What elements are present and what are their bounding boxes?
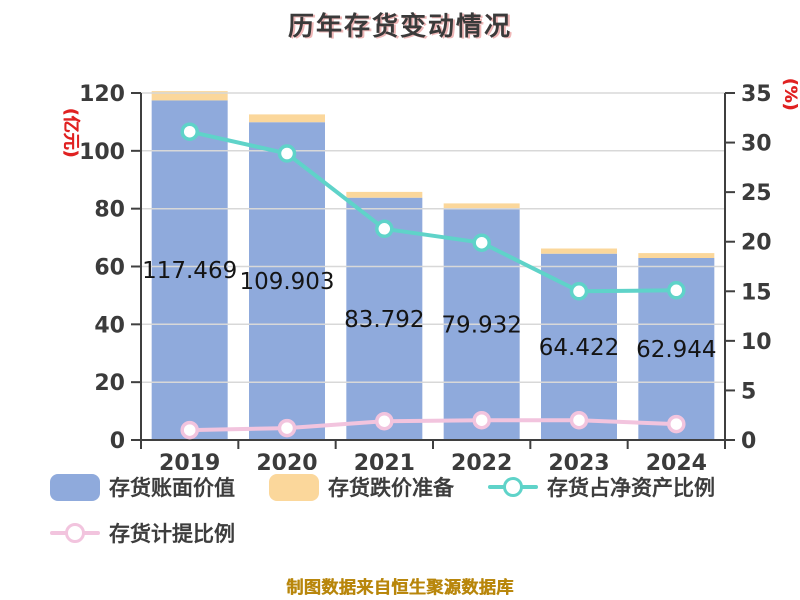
x-axis-label-2022: 2022: [451, 451, 512, 470]
bar-provision-2020[interactable]: [249, 114, 325, 123]
value-label-2021: 83.792: [344, 307, 424, 333]
marker-net-asset-ratio-2024[interactable]: [667, 281, 686, 300]
right-axis-tick-label: 15: [741, 280, 772, 305]
right-axis-tick-label: 0: [741, 429, 756, 454]
bar-book-value-2021[interactable]: [346, 197, 423, 440]
left-axis-tick-label: 40: [94, 313, 125, 338]
axes: [131, 92, 735, 449]
left-axis-tick-label: 80: [94, 198, 125, 223]
value-label-2019: 117.469: [142, 258, 237, 284]
marker-net-asset-ratio-2021[interactable]: [375, 219, 394, 239]
marker-provision-ratio-2019[interactable]: [180, 420, 199, 440]
marker-net-asset-ratio-2023[interactable]: [569, 282, 589, 301]
value-label-2024: 62.944: [636, 337, 716, 363]
line-series-net-asset-ratio: [180, 122, 686, 301]
bar-provision-2022[interactable]: [443, 203, 520, 209]
legend-label: 存货账面价值: [109, 476, 235, 500]
marker-provision-ratio-2021[interactable]: [375, 411, 394, 431]
left-axis-tick-label: 60: [94, 256, 125, 281]
data-source-note: 制图数据来自恒生聚源数据库: [286, 578, 514, 598]
legend-line-marker-icon: [50, 520, 100, 547]
left-axis-tick-label: 100: [79, 140, 125, 165]
legend-swatch-icon: [269, 473, 319, 501]
marker-provision-ratio-2022[interactable]: [472, 410, 491, 430]
marker-provision-ratio-2023[interactable]: [569, 410, 589, 430]
bar-provision-2023[interactable]: [541, 248, 617, 254]
marker-provision-ratio-2020[interactable]: [277, 418, 297, 438]
marker-net-asset-ratio-2020[interactable]: [277, 144, 297, 163]
marker-net-asset-ratio-2019[interactable]: [180, 122, 199, 141]
x-axis-label-2019: 2019: [159, 451, 220, 470]
chart-title: 历年存货变动情况: [287, 12, 512, 42]
legend-item-2[interactable]: 存货占净资产比例: [488, 472, 715, 502]
line-series-provision-ratio: [180, 410, 686, 440]
legend-line-marker-icon: [488, 474, 538, 501]
value-label-2022: 79.932: [441, 312, 521, 338]
x-axis-label-2020: 2020: [256, 451, 317, 470]
left-axis-tick-label: 0: [110, 429, 125, 454]
legend-item-3[interactable]: 存货计提比例: [50, 518, 235, 548]
legend-label: 存货占净资产比例: [547, 476, 715, 500]
bar-provision-2019[interactable]: [151, 91, 228, 101]
right-axis-tick-label: 10: [741, 330, 772, 355]
marker-net-asset-ratio-2022[interactable]: [472, 233, 491, 252]
x-axis-label-2021: 2021: [354, 451, 415, 470]
right-axis-tick-label: 35: [741, 82, 772, 107]
legend-swatch-icon: [50, 473, 100, 501]
gridlines: [141, 92, 725, 383]
marker-provision-ratio-2024[interactable]: [667, 414, 686, 434]
line-provision-ratio: [187, 418, 679, 433]
value-label-2020: 109.903: [239, 269, 334, 295]
right-axis-tick-label: 25: [741, 181, 772, 206]
axis-tick-labels: 0 20 40 60 80 100 120 0 5 10 15 20 25 30 35 2019 2020 202…: [79, 82, 772, 476]
x-axis-label-2024: 2024: [646, 451, 707, 470]
value-label-2023: 64.422: [539, 335, 619, 361]
right-axis-tick-label: 30: [741, 132, 772, 157]
bar-value-labels: 117.469 109.903 83.792 79.932 64.422 62.944: [142, 258, 716, 363]
left-axis-tick-label: 120: [79, 82, 125, 107]
bar-provision-2024[interactable]: [638, 253, 715, 258]
right-axis-tick-label: 20: [741, 231, 772, 256]
bar-provision-2021[interactable]: [346, 191, 423, 198]
line-net-asset-ratio: [187, 129, 679, 294]
legend-item-1[interactable]: 存货跌价准备: [269, 472, 454, 502]
legend-label: 存货跌价准备: [328, 476, 454, 500]
bar-book-value-2019[interactable]: [151, 100, 228, 441]
legend-item-0[interactable]: 存货账面价值: [50, 472, 235, 502]
legend: 存货账面价值 存货跌价准备 存货占净资产比例存货计提比例: [50, 472, 792, 548]
x-axis-label-2023: 2023: [548, 451, 609, 470]
left-axis-tick-label: 20: [94, 371, 125, 396]
right-axis-tick-label: 5: [741, 379, 756, 404]
plot-area: 0 20 40 60 80 100 120 0 5 10 15 20 25 30 35 2019 2020 202…: [79, 82, 772, 476]
legend-label: 存货计提比例: [109, 522, 235, 546]
